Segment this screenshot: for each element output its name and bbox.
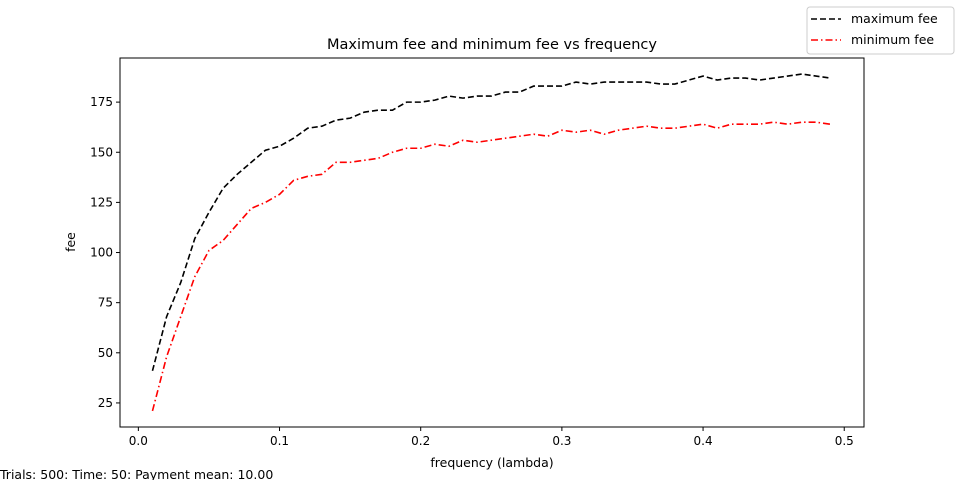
y-axis: 25 50 75 100 125 150 175 (90, 95, 120, 410)
y-tick-label: 25 (98, 396, 113, 410)
plot-area (120, 58, 864, 427)
y-axis-label: fee (63, 232, 78, 252)
legend-label-maximum-fee: maximum fee (851, 11, 938, 26)
chart-title: Maximum fee and minimum fee vs frequency (327, 37, 657, 53)
x-axis: 0.0 0.1 0.2 0.3 0.4 0.5 (129, 427, 854, 448)
x-tick-label: 0.2 (411, 434, 430, 448)
legend-frame (806, 6, 955, 55)
plot-frame (119, 57, 865, 428)
x-tick-label: 0.0 (129, 434, 148, 448)
footer-caption: Trials: 500: Time: 50: Payment mean: 10.… (0, 467, 273, 480)
y-tick-label: 150 (90, 145, 113, 159)
x-tick-label: 0.5 (835, 434, 854, 448)
x-tick-label: 0.4 (694, 434, 713, 448)
y-tick-label: 50 (98, 346, 113, 360)
series-line-minimum-fee (151, 121, 831, 412)
series-line-maximum-fee (151, 73, 831, 372)
y-tick-label: 125 (90, 195, 113, 209)
y-tick-label: 175 (90, 95, 113, 109)
legend: maximum fee minimum fee (806, 6, 955, 55)
y-tick-label: 75 (98, 296, 113, 310)
y-tick-label: 100 (90, 246, 113, 260)
legend-label-minimum-fee: minimum fee (851, 32, 934, 47)
x-tick-label: 0.1 (270, 434, 289, 448)
series-layer (151, 73, 831, 412)
x-tick-label: 0.3 (552, 434, 571, 448)
x-axis-label: frequency (lambda) (430, 455, 553, 470)
